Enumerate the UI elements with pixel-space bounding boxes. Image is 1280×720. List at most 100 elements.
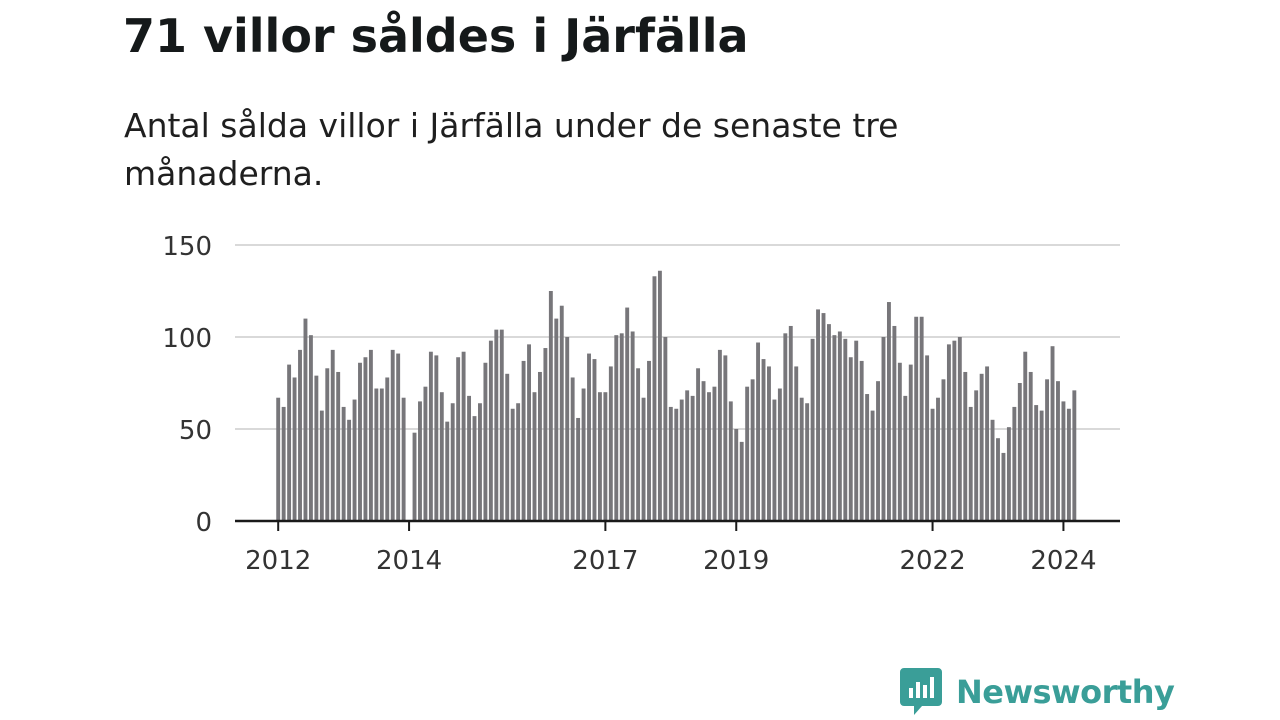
bar xyxy=(701,381,706,521)
bar xyxy=(657,270,662,521)
bar xyxy=(625,307,630,521)
bar xyxy=(968,406,973,521)
bar xyxy=(303,318,308,521)
bar xyxy=(712,386,717,521)
bar xyxy=(1066,408,1071,521)
bar xyxy=(325,368,330,521)
bar xyxy=(467,395,472,521)
bar xyxy=(990,419,995,521)
bar xyxy=(478,403,482,521)
bar xyxy=(423,386,428,521)
bar xyxy=(428,351,433,521)
bar xyxy=(881,337,886,521)
bar xyxy=(1056,381,1060,521)
x-tick-label: 2017 xyxy=(572,546,638,576)
bar xyxy=(919,316,924,521)
bar xyxy=(745,386,750,521)
y-tick-label: 150 xyxy=(162,232,212,262)
newsworthy-logo-icon xyxy=(900,668,942,715)
bar xyxy=(308,335,313,521)
chart-subtitle: Antal sålda villor i Järfälla under de s… xyxy=(124,106,899,193)
bar xyxy=(788,325,793,521)
bar xyxy=(603,392,608,521)
bar xyxy=(483,362,488,521)
bar xyxy=(843,338,848,521)
bar xyxy=(963,371,968,521)
bar xyxy=(848,357,853,521)
bar xyxy=(832,335,837,521)
bar xyxy=(1017,383,1022,521)
bar xyxy=(767,366,771,521)
bar xyxy=(1012,406,1017,521)
bar xyxy=(363,357,368,521)
bar xyxy=(521,360,526,521)
bar xyxy=(837,331,842,521)
bar xyxy=(592,359,597,521)
bar xyxy=(287,364,292,521)
bar xyxy=(805,403,810,521)
bar xyxy=(685,390,690,521)
bar xyxy=(908,364,913,521)
bar xyxy=(668,406,673,521)
bar xyxy=(314,375,319,521)
bar xyxy=(368,349,373,521)
bar xyxy=(581,388,586,521)
bar xyxy=(614,335,619,521)
bar xyxy=(319,410,324,521)
bar xyxy=(396,353,401,521)
axes xyxy=(235,519,1120,531)
bar xyxy=(783,333,788,521)
highlight-value-label: 71 xyxy=(1070,0,1104,7)
bar xyxy=(717,349,722,521)
bar xyxy=(996,438,1000,521)
bar xyxy=(439,392,444,521)
bar xyxy=(897,362,902,521)
bar xyxy=(412,432,417,521)
bar xyxy=(974,390,979,521)
bar xyxy=(870,410,875,521)
x-tick-label: 2019 xyxy=(703,546,769,576)
bar xyxy=(707,392,711,521)
bar xyxy=(1006,427,1011,521)
bar xyxy=(750,379,755,521)
bar xyxy=(930,408,935,521)
bar xyxy=(941,379,946,521)
bar xyxy=(576,417,581,521)
bar xyxy=(892,325,897,521)
bar xyxy=(341,406,346,521)
bar xyxy=(903,395,908,521)
bar xyxy=(565,337,570,521)
bar xyxy=(379,388,384,521)
bar xyxy=(985,366,990,521)
bar xyxy=(854,340,859,521)
bar xyxy=(548,291,553,521)
bar xyxy=(434,355,439,521)
x-tick-label: 2022 xyxy=(899,546,965,576)
bar xyxy=(772,399,777,521)
bar xyxy=(723,355,728,521)
bar xyxy=(946,344,951,521)
chart-title: 71 villor såldes i Järfälla xyxy=(123,9,749,63)
newsworthy-logo: Newsworthy xyxy=(900,668,1175,716)
bar xyxy=(876,381,880,521)
bar xyxy=(865,394,870,521)
bar xyxy=(461,351,466,521)
bar xyxy=(1045,379,1050,521)
x-tick-label: 2012 xyxy=(245,546,311,576)
bar xyxy=(952,340,957,521)
bar xyxy=(543,348,548,521)
bar xyxy=(679,399,684,521)
bar xyxy=(734,429,739,521)
bar xyxy=(472,416,477,521)
bar xyxy=(298,349,302,521)
bar xyxy=(587,353,591,521)
bar xyxy=(936,397,940,521)
bar xyxy=(401,397,406,521)
bar xyxy=(630,331,635,521)
bar xyxy=(570,377,575,521)
bar xyxy=(794,366,799,521)
bar xyxy=(739,441,744,521)
bar xyxy=(1050,346,1055,521)
bar xyxy=(728,401,733,521)
